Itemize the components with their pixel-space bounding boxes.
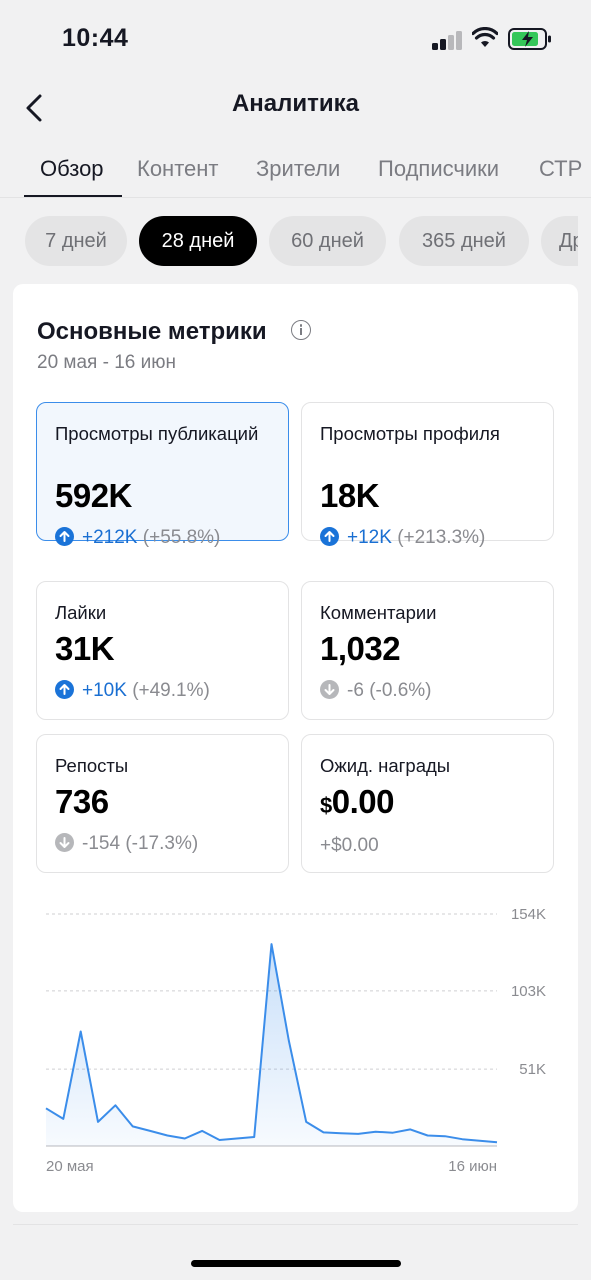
cellular-signal-icon: [432, 30, 464, 50]
metric-change: +12K (+213.3%): [320, 527, 485, 549]
battery-charging-icon: [508, 28, 551, 50]
period-chip-other[interactable]: Др: [541, 216, 578, 266]
tab-overview[interactable]: Обзор: [40, 156, 104, 181]
metric-change: +$0.00: [320, 835, 379, 857]
status-bar: 10:44: [0, 0, 591, 78]
header: Аналитика: [0, 78, 591, 138]
x-tick-label: 20 мая: [46, 1158, 94, 1175]
metric-label: Просмотры публикаций: [55, 423, 259, 444]
home-indicator: [191, 1260, 401, 1267]
change-value: +12K: [347, 527, 392, 548]
tab-content[interactable]: Контент: [137, 156, 219, 181]
metric-amount: 0.00: [331, 783, 395, 820]
change-percent: (+213.3%): [397, 527, 486, 548]
metric-expected-rewards[interactable]: Ожид. награды $0.00 +$0.00: [301, 734, 554, 873]
period-chip-365-days[interactable]: 365 дней: [399, 216, 529, 266]
wifi-icon: [471, 26, 499, 54]
change-percent: (-0.6%): [369, 680, 432, 701]
y-tick-label: 103K: [511, 983, 546, 1000]
metric-comments[interactable]: Комментарии 1,032 -6 (-0.6%): [301, 581, 554, 720]
metric-likes[interactable]: Лайки 31K +10K (+49.1%): [36, 581, 289, 720]
metric-value: 31K: [55, 630, 115, 667]
metric-value: 736: [55, 783, 109, 820]
metric-value: 1,032: [320, 630, 401, 667]
back-button[interactable]: [18, 86, 54, 126]
metric-label: Репосты: [55, 755, 129, 776]
key-metrics-card: Основные метрики 20 мая - 16 июн Просмот…: [13, 284, 578, 1212]
post-views-chart[interactable]: 154K 103K 51K 20 мая 16 июн: [30, 900, 570, 1190]
change-percent: (+55.8%): [142, 527, 221, 548]
metric-label: Ожид. награды: [320, 755, 451, 776]
x-tick-label: 16 июн: [448, 1158, 497, 1175]
active-tab-indicator: [24, 195, 122, 197]
divider: [13, 1224, 578, 1225]
card-title: Основные метрики: [37, 318, 267, 345]
currency-symbol: $: [320, 793, 332, 818]
change-value: +10K: [82, 680, 127, 701]
change-percent: (+49.1%): [132, 680, 210, 701]
change-value: -154: [82, 833, 121, 854]
tab-ctr[interactable]: СТР: [539, 156, 583, 181]
arrow-up-icon: [320, 527, 339, 546]
arrow-up-icon: [55, 527, 74, 546]
arrow-down-icon: [55, 833, 74, 852]
metric-label: Лайки: [55, 602, 107, 623]
series-line: [45, 943, 498, 1144]
metric-label: Комментарии: [320, 602, 437, 623]
change-value: +$0.00: [320, 835, 379, 856]
metric-change: +212K (+55.8%): [55, 527, 220, 549]
metric-reposts[interactable]: Репосты 736 -154 (-17.3%): [36, 734, 289, 873]
y-tick-label: 154K: [511, 906, 546, 923]
page-title: Аналитика: [231, 90, 360, 117]
date-range: 20 мая - 16 июн: [37, 352, 176, 373]
change-value: -6: [347, 680, 364, 701]
period-chip-7-days[interactable]: 7 дней: [25, 216, 127, 266]
metric-change: -6 (-0.6%): [320, 680, 431, 702]
period-chip-28-days[interactable]: 28 дней: [139, 216, 257, 266]
metric-profile-views[interactable]: Просмотры профиля 18K +12K (+213.3%): [301, 402, 554, 548]
arrow-up-icon: [55, 680, 74, 699]
change-percent: (-17.3%): [125, 833, 199, 854]
metric-value: 592K: [55, 477, 132, 514]
y-tick-label: 51K: [519, 1061, 546, 1078]
metric-label: Просмотры профиля: [320, 423, 500, 444]
info-icon[interactable]: [291, 320, 311, 340]
chart-svg: 154K 103K 51K 20 мая 16 июн: [45, 906, 546, 1175]
tab-viewers[interactable]: Зрители: [256, 156, 341, 181]
metric-post-views[interactable]: Просмотры публикаций 592K +212K (+55.8%): [36, 402, 289, 548]
status-time: 10:44: [62, 24, 129, 52]
metric-change: +10K (+49.1%): [55, 680, 210, 702]
metric-value: 18K: [320, 477, 380, 514]
period-selector: 7 дней 28 дней 60 дней 365 дней Др: [0, 216, 578, 268]
period-chip-60-days[interactable]: 60 дней: [269, 216, 386, 266]
tab-followers[interactable]: Подписчики: [378, 156, 500, 181]
arrow-down-icon: [320, 680, 339, 699]
change-value: +212K: [82, 527, 138, 548]
series-area: [46, 944, 497, 1146]
metric-change: -154 (-17.3%): [55, 833, 198, 855]
tab-bar: Обзор Контент Зрители Подписчики СТР: [0, 146, 591, 198]
metric-value: $0.00: [320, 783, 394, 821]
chevron-left-icon: [26, 94, 42, 122]
